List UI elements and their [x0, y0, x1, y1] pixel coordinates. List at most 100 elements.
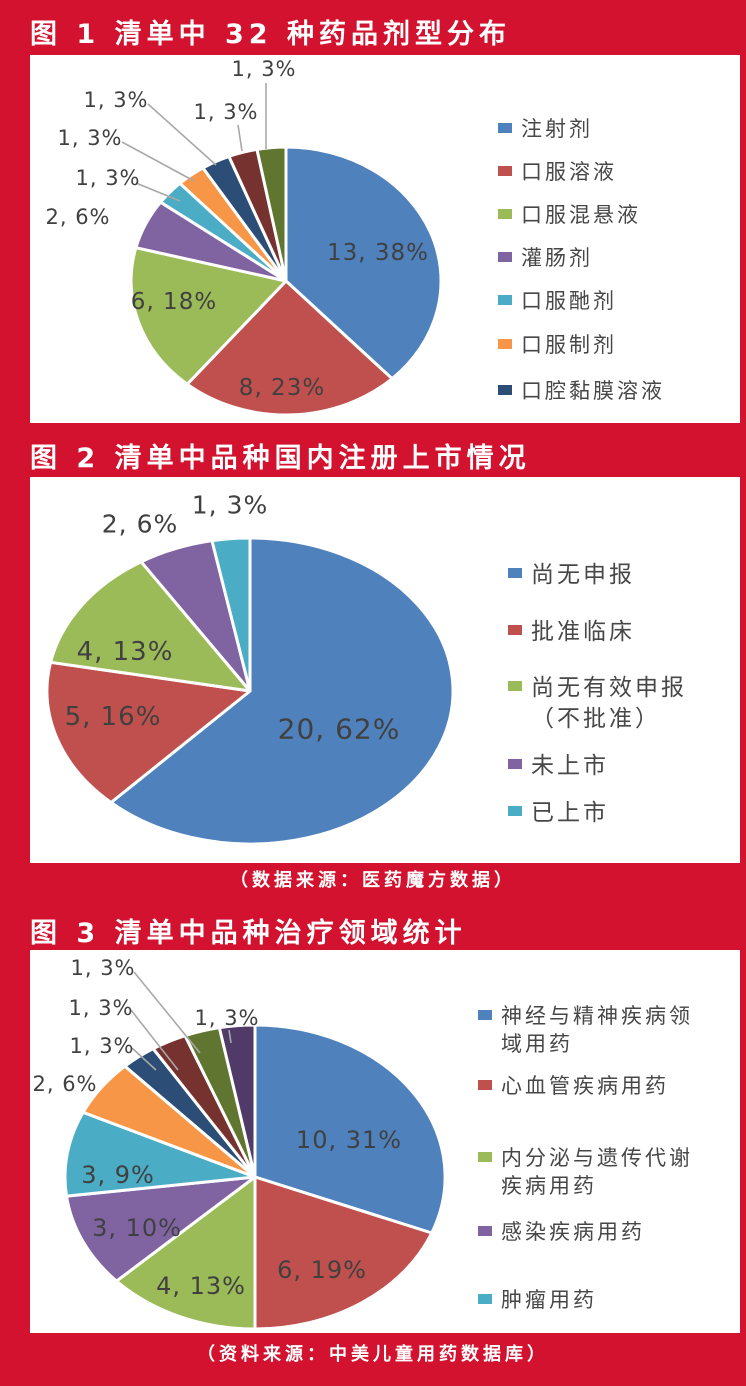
legend-label: 已上市 [531, 800, 609, 826]
pie-slice [129, 246, 288, 386]
legend-swatch [508, 625, 522, 635]
legend-item: 尚无申报 [508, 560, 696, 591]
pie-slice [109, 536, 455, 846]
figure3-pie-chart [63, 971, 447, 1331]
pie-data-label: 1, 3% [193, 100, 259, 124]
legend-label: 未上市 [531, 753, 609, 779]
pie-slice [253, 1175, 434, 1331]
label-leader-line [133, 971, 201, 1054]
pie-slice [185, 279, 394, 417]
label-leader-line [121, 141, 195, 182]
legend-label: 心血管疾病用药 [501, 1074, 669, 1098]
legend-item: 口腔黏膜溶液 [498, 377, 726, 405]
pie-data-label: 13, 38% [326, 240, 430, 266]
pie-slice [115, 1175, 257, 1331]
pie-data-label: 5, 16% [64, 702, 162, 732]
legend-swatch [508, 759, 522, 769]
legend-item: 口服制剂 [498, 331, 726, 359]
pie-slice [253, 1023, 447, 1235]
pie-slice [210, 536, 252, 693]
figure3-source-caption: （资料来源：中美儿童用药数据库） [197, 1344, 549, 1365]
legend-label: 口服制剂 [521, 333, 617, 357]
pie-data-label: 1, 3% [68, 996, 134, 1020]
figure1-title: 图 1 清单中 32 种药品剂型分布 [30, 19, 511, 50]
legend-label: 口服酏剂 [521, 289, 617, 313]
legend-item: 心血管疾病用药 [478, 1072, 701, 1100]
legend-item: 口服酏剂 [498, 287, 726, 315]
label-leader-line [135, 182, 181, 202]
legend-item: 内分泌与遗传代谢疾病用药 [478, 1144, 701, 1201]
figure1-panel: 注射剂 口服溶液 口服混悬液 灌肠剂 口服酏剂 口服制剂 [30, 55, 740, 423]
legend-label: 神经与精神疾病领域用药 [501, 1004, 693, 1057]
legend-label: 尚无有效申报（不批准） [531, 675, 687, 733]
legend-label: 内分泌与遗传代谢疾病用药 [501, 1146, 693, 1199]
pie-slice [255, 145, 288, 283]
pie-data-label: 6, 18% [130, 289, 218, 315]
legend-label: 口服溶液 [521, 160, 617, 184]
pie-slice [284, 145, 443, 381]
legend-swatch [478, 1080, 492, 1090]
legend-swatch [478, 1010, 492, 1020]
legend-swatch [478, 1152, 492, 1162]
figure2-source-caption: （数据来源：医药魔方数据） [230, 870, 516, 891]
legend-item: 神经与精神疾病领域用药 [478, 1002, 701, 1059]
label-leader-line [228, 1029, 232, 1044]
legend-label: 灌肠剂 [521, 246, 593, 270]
figure3-panel: 神经与精神疾病领域用药 心血管疾病用药 内分泌与遗传代谢疾病用药 感染疾病用药 … [30, 950, 740, 1333]
legend-swatch [508, 806, 522, 816]
pie-data-label: 1, 3% [191, 490, 269, 520]
pie-data-label: 2, 6% [101, 509, 179, 539]
legend-label: 感染疾病用药 [501, 1220, 645, 1244]
pie-slice [63, 1110, 257, 1198]
legend-label: 批准临床 [531, 619, 635, 645]
legend-swatch [478, 1294, 492, 1304]
pie-data-label: 8, 23% [238, 375, 326, 401]
legend-item: 灌肠剂 [498, 244, 726, 272]
pie-data-label: 2, 6% [32, 1072, 98, 1096]
legend-swatch [498, 339, 512, 349]
pie-data-label: 1, 3% [70, 956, 136, 980]
pie-data-label: 1, 3% [83, 88, 149, 112]
legend-item: 口服混悬液 [498, 201, 726, 229]
legend-swatch [498, 252, 512, 262]
figure2-title: 图 2 清单中品种国内注册上市情况 [30, 443, 531, 474]
figure3-legend: 神经与精神疾病领域用药 心血管疾病用药 内分泌与遗传代谢疾病用药 感染疾病用药 … [478, 950, 738, 1333]
pie-slice [49, 560, 252, 693]
legend-label: 肿瘤用药 [501, 1288, 597, 1312]
legend-swatch [498, 166, 512, 176]
label-leader-line [131, 1047, 157, 1071]
pie-data-label: 1, 3% [194, 1006, 260, 1030]
legend-item: 肿瘤用药 [478, 1286, 701, 1314]
legend-label: 口服混悬液 [521, 203, 641, 227]
pie-data-label: 6, 19% [277, 1256, 367, 1284]
pie-data-label: 10, 31% [295, 1126, 403, 1154]
legend-label: 注射剂 [521, 117, 593, 141]
legend-swatch [498, 123, 512, 133]
pie-data-label: 1, 3% [57, 126, 123, 150]
pie-data-label: 1, 3% [69, 1034, 135, 1058]
figure2-legend: 尚无申报 批准临床 尚无有效申报（不批准） 未上市 已上市 [508, 477, 746, 863]
legend-item: 感染疾病用药 [478, 1218, 701, 1246]
pie-data-label: 1, 3% [231, 57, 297, 81]
pie-data-label: 4, 13% [156, 1272, 246, 1300]
legend-item: 尚无有效申报（不批准） [508, 673, 696, 735]
legend-label: 口腔黏膜溶液 [521, 379, 665, 403]
legend-item: 未上市 [508, 751, 696, 782]
pie-data-label: 1, 3% [75, 166, 141, 190]
legend-swatch [498, 385, 512, 395]
legend-item: 口服溶液 [498, 158, 726, 186]
pie-slice [217, 1023, 257, 1179]
legend-label: 尚无申报 [531, 562, 635, 588]
pie-data-label: 20, 62% [277, 712, 401, 746]
label-leader-line [237, 124, 243, 152]
legend-swatch [478, 1226, 492, 1236]
legend-swatch [508, 568, 522, 578]
pie-data-label: 2, 6% [45, 205, 111, 229]
figure2-panel: 尚无申报 批准临床 尚无有效申报（不批准） 未上市 已上市 20, 62% 5, … [30, 477, 740, 863]
legend-item: 注射剂 [498, 115, 726, 143]
label-leader-line [130, 1009, 179, 1071]
legend-item: 批准临床 [508, 617, 696, 648]
legend-item: 已上市 [508, 798, 696, 829]
pie-data-label: 3, 10% [92, 1214, 182, 1242]
